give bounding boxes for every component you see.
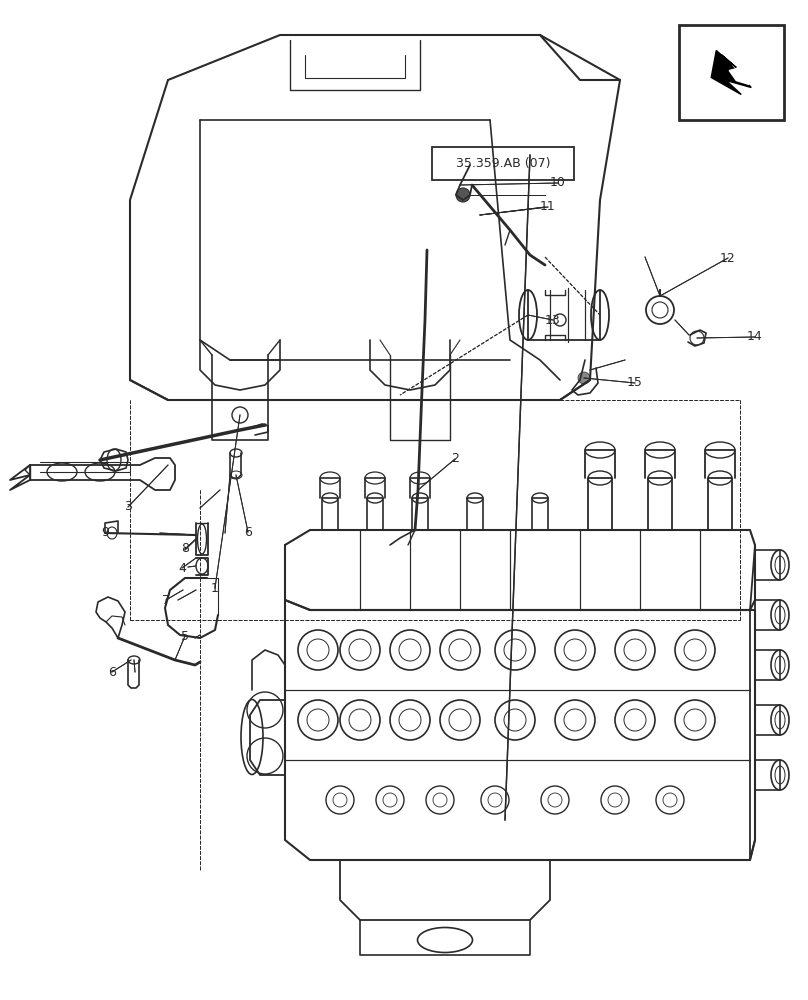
Bar — [432, 147, 574, 180]
Text: 3: 3 — [124, 500, 132, 514]
Circle shape — [456, 188, 470, 202]
Text: 35.359.AB (07): 35.359.AB (07) — [456, 157, 550, 170]
Circle shape — [578, 372, 590, 384]
Text: 1: 1 — [211, 582, 219, 594]
Text: 4: 4 — [178, 562, 186, 574]
Text: 6: 6 — [244, 526, 252, 538]
Text: 13: 13 — [545, 314, 561, 326]
Text: 9: 9 — [101, 526, 109, 540]
Text: 10: 10 — [550, 176, 566, 190]
Text: 6: 6 — [108, 666, 116, 678]
Text: 7: 7 — [162, 593, 170, 606]
Text: 14: 14 — [747, 330, 763, 344]
Text: 15: 15 — [627, 376, 643, 389]
Text: 2: 2 — [451, 452, 459, 466]
Polygon shape — [711, 50, 751, 95]
Text: 12: 12 — [720, 251, 736, 264]
Bar — [679, 25, 784, 120]
Text: 11: 11 — [540, 200, 556, 214]
Polygon shape — [730, 68, 749, 85]
Text: 5: 5 — [181, 630, 189, 643]
Text: 8: 8 — [181, 542, 189, 556]
